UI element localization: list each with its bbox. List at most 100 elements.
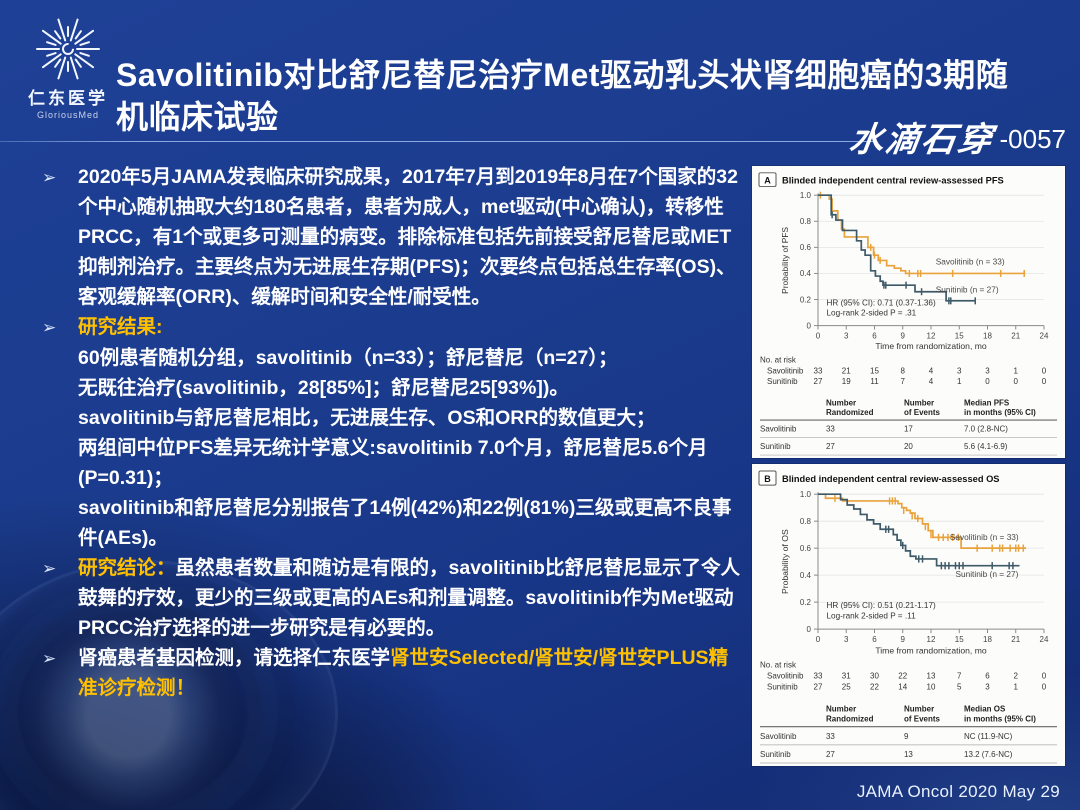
bullet-text: 研究结果: xyxy=(78,316,163,338)
bullet-text: 无既往治疗(savolitinib，28[85%]；舒尼替尼25[93%])。 xyxy=(78,377,569,399)
summary-row-name: Savolitinib xyxy=(760,732,797,741)
bullet-text: savolitinib与舒尼替尼相比，无进展生存、OS和ORR的数值更大； xyxy=(78,407,656,429)
y-tick-label: 0.4 xyxy=(800,571,812,580)
logo: 仁东医学 GloriousMed xyxy=(16,16,120,120)
x-tick-label: 0 xyxy=(816,331,821,340)
x-axis-title: Time from randomization, mo xyxy=(875,341,987,351)
y-tick-label: 0.6 xyxy=(800,544,812,553)
risk-value: 13 xyxy=(927,671,936,680)
summary-cell: 5.6 (4.1-6.9) xyxy=(964,442,1008,451)
chart-panel-os: 0 0.2 0.4 0.6 0.8 1.0 0 3 6 9 12 15 18 21 24 Time from … xyxy=(752,464,1065,766)
risk-value: 21 xyxy=(842,366,851,375)
y-tick-label: 1.0 xyxy=(800,191,812,200)
risk-value: 14 xyxy=(898,682,907,691)
summary-header: Median PFS xyxy=(964,399,1009,408)
calligraphy-text: 水滴石穿 xyxy=(846,122,996,159)
starburst-icon xyxy=(36,18,100,80)
risk-value: 3 xyxy=(957,366,962,375)
risk-value: 4 xyxy=(929,377,934,386)
risk-value: 33 xyxy=(814,671,823,680)
y-axis-title: Probability of PFS xyxy=(780,227,790,294)
y-tick-label: 0 xyxy=(807,321,812,330)
km-curve xyxy=(818,493,1027,550)
bullet-item: 无既往治疗(savolitinib，28[85%]；舒尼替尼25[93%])。 xyxy=(42,373,742,403)
risk-value: 6 xyxy=(985,671,990,680)
logo-subtitle: GloriousMed xyxy=(36,110,100,120)
risk-value: 31 xyxy=(842,671,851,680)
x-tick-label: 0 xyxy=(816,635,821,644)
bullet-item: ➢ 研究结论：虽然患者数量和随访是有限的，savolitinib比舒尼替尼显示了令… xyxy=(42,553,742,643)
arrow-bullet-icon xyxy=(42,343,78,344)
risk-value: 7 xyxy=(957,671,962,680)
x-axis-title: Time from randomization, mo xyxy=(875,645,986,655)
risk-row-name: Sunitinib xyxy=(767,682,798,691)
x-tick-label: 18 xyxy=(983,635,992,644)
bullet-item: 两组间中位PFS差异无统计学意义:savolitinib 7.0个月，舒尼替尼5… xyxy=(42,433,742,493)
bullet-item: savolitinib和舒尼替尼分别报告了14例(42%)和22例(81%)三级… xyxy=(42,493,742,553)
x-tick-label: 12 xyxy=(927,635,936,644)
risk-table-label: No. at risk xyxy=(760,660,797,669)
panel-label-box xyxy=(758,172,777,187)
calligraphy-stamp: 水滴石穿 -0057 xyxy=(846,112,1066,161)
risk-value: 27 xyxy=(814,377,823,386)
hr-annotation: HR (95% CI): 0.71 (0.37-1.36) xyxy=(826,299,936,308)
risk-value: 8 xyxy=(901,366,906,375)
summary-cell: NC (11.9-NC) xyxy=(964,732,1013,741)
summary-header: Number xyxy=(826,705,856,714)
risk-row-name: Savolitinib xyxy=(767,671,804,680)
chart-panel-pfs: 0 0.2 0.4 0.6 0.8 1.0 0 3 6 9 12 15 18 21 24 Time from … xyxy=(752,166,1065,458)
arrow-bullet-icon: ➢ xyxy=(42,318,57,337)
y-tick-label: 0.8 xyxy=(800,517,812,526)
km-curve xyxy=(818,493,1020,567)
summary-cell: 33 xyxy=(826,425,836,434)
x-tick-label: 21 xyxy=(1011,635,1020,644)
arrow-bullet-icon: ➢ xyxy=(42,168,57,187)
risk-value: 15 xyxy=(870,366,880,375)
summary-header: Number xyxy=(826,399,856,408)
arrow-bullet-icon xyxy=(42,373,78,374)
summary-cell: 13 xyxy=(904,750,913,759)
panel-title: Blinded independent central review-asses… xyxy=(782,474,1000,484)
risk-value: 2 xyxy=(1014,671,1019,680)
bullet-text: savolitinib和舒尼替尼分别报告了14例(42%)和22例(81%)三级… xyxy=(78,497,732,549)
x-tick-label: 9 xyxy=(901,331,905,340)
x-tick-label: 24 xyxy=(1040,635,1049,644)
bullet-text: 60例患者随机分组，savolitinib（n=33）；舒尼替尼（n=27）； xyxy=(78,347,618,369)
risk-value: 33 xyxy=(814,366,824,375)
risk-value: 0 xyxy=(985,377,990,386)
logo-name: 仁东医学 xyxy=(28,89,108,108)
y-tick-label: 0.8 xyxy=(800,217,812,226)
risk-value: 0 xyxy=(1042,366,1047,375)
risk-value: 3 xyxy=(985,366,990,375)
summary-header: Median OS xyxy=(964,705,1006,714)
summary-cell: 20 xyxy=(904,442,914,451)
series-label: Sunitinib (n = 27) xyxy=(955,569,1018,579)
panel-title: Blinded independent central review-asses… xyxy=(782,175,1004,185)
bullet-text: 2020年5月JAMA发表临床研究成果，2017年7月到2019年8月在7个国家… xyxy=(78,166,738,308)
citation: JAMA Oncol 2020 May 29 xyxy=(856,782,1060,801)
header-divider xyxy=(0,141,876,142)
risk-value: 0 xyxy=(1014,377,1019,386)
summary-cell: 7.0 (2.8-NC) xyxy=(964,425,1008,434)
x-tick-label: 9 xyxy=(901,635,906,644)
summary-header: Randomized xyxy=(826,408,874,417)
summary-cell: 13.2 (7.6-NC) xyxy=(964,750,1013,759)
series-label: Savolitinib (n = 33) xyxy=(936,257,1005,266)
summary-row-name: Sunitinib xyxy=(760,442,791,451)
x-tick-label: 15 xyxy=(955,331,965,340)
summary-cell: 27 xyxy=(826,750,835,759)
y-tick-label: 0.6 xyxy=(800,243,812,252)
summary-row-name: Sunitinib xyxy=(760,750,791,759)
risk-value: 5 xyxy=(957,682,962,691)
hr-annotation: HR (95% CI): 0.51 (0.21-1.17) xyxy=(826,601,936,610)
arrow-bullet-icon: ➢ xyxy=(42,649,57,668)
summary-header: in months (95% CI) xyxy=(964,408,1036,417)
summary-row-name: Savolitinib xyxy=(760,425,797,434)
x-tick-label: 3 xyxy=(844,635,849,644)
summary-header: Number xyxy=(904,705,934,714)
x-tick-label: 3 xyxy=(844,331,849,340)
summary-header: Number xyxy=(904,399,934,408)
